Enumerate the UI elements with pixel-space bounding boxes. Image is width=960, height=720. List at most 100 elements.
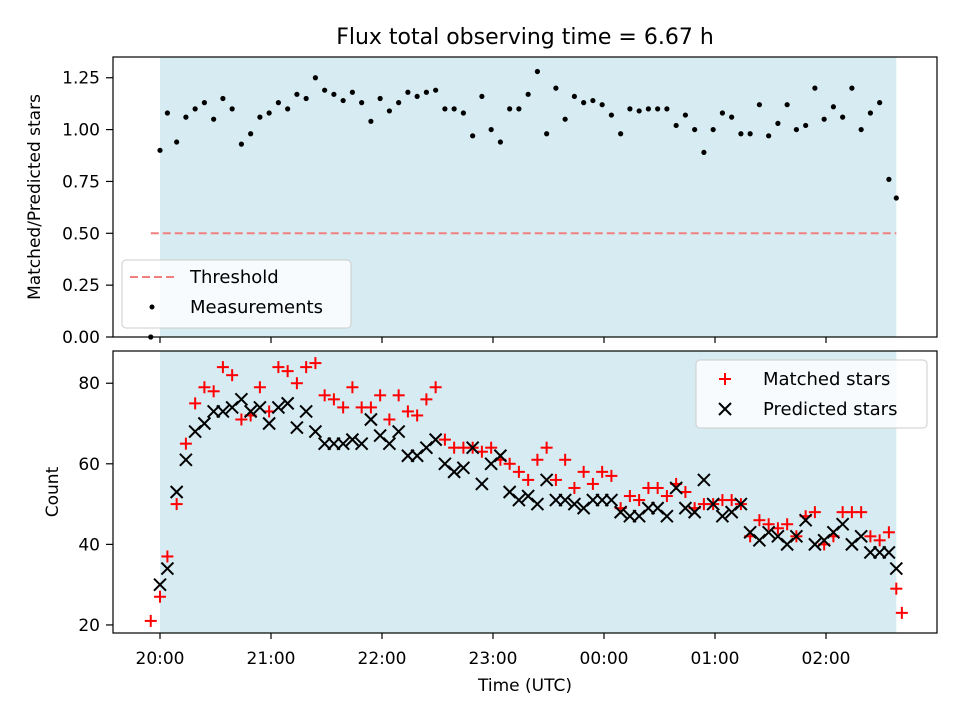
legend-predicted-label: Predicted stars <box>763 399 897 420</box>
measurement-point <box>377 95 383 102</box>
measurement-point <box>608 112 615 118</box>
matched-point <box>411 409 424 422</box>
measurement-point <box>322 87 328 93</box>
measurement-point <box>488 126 494 133</box>
predicted-point <box>447 465 461 479</box>
legend-threshold-label: Threshold <box>189 267 279 288</box>
measurement-point <box>756 102 763 108</box>
measurement-point <box>433 87 439 93</box>
bottom-y-tick-label: 60 <box>78 455 100 475</box>
predicted-point <box>734 497 748 511</box>
measurement-point <box>266 110 272 116</box>
measurement-point <box>571 93 578 100</box>
measurement-point <box>220 95 226 102</box>
x-axis-label: Time (UTC) <box>477 676 572 696</box>
matched-point <box>364 401 377 414</box>
measurement-point <box>340 97 346 104</box>
predicted-point <box>290 420 304 435</box>
predicted-point <box>697 473 711 487</box>
bottom-plot-frame <box>112 350 938 634</box>
matched-point <box>401 405 414 418</box>
x-tick-label: 22:00 <box>358 649 407 669</box>
matched-point <box>198 381 211 394</box>
measurement-point <box>183 114 189 120</box>
x-tick-label: 21:00 <box>247 649 296 669</box>
predicted-point <box>669 481 683 495</box>
matched-point <box>383 413 396 426</box>
matched-point <box>300 361 313 374</box>
measurement-point <box>664 106 670 112</box>
predicted-point <box>428 432 443 447</box>
matched-point <box>568 481 581 494</box>
measurement-point <box>359 100 365 106</box>
matched-point <box>392 389 405 402</box>
matched-point <box>161 550 174 563</box>
predicted-point <box>882 545 896 560</box>
matched-point <box>290 377 303 390</box>
measurement-point <box>673 122 679 129</box>
measurement-point <box>479 93 485 100</box>
measurement-point <box>331 91 337 97</box>
x-tick-label: 23:00 <box>469 649 518 669</box>
measurement-point <box>368 118 374 124</box>
predicted-point <box>854 529 868 544</box>
measurement-point <box>590 97 596 104</box>
bottom-panel: 20 40 60 80 20:00 21:00 22:00 23:00 00:00 01:00 0… <box>43 350 938 696</box>
matched-point <box>549 473 562 486</box>
matched-point <box>216 361 229 374</box>
matched-point <box>586 477 599 490</box>
predicted-point <box>835 517 850 531</box>
matched-point <box>429 381 442 394</box>
predicted-point <box>253 400 267 415</box>
measurement-point <box>793 126 800 133</box>
measurement-point <box>877 100 883 106</box>
measurement-point <box>174 139 180 145</box>
matched-point <box>864 530 877 543</box>
measurement-point <box>386 108 392 114</box>
matched-point <box>318 389 331 402</box>
measurement-point <box>405 89 411 95</box>
predicted-point <box>539 473 554 487</box>
matched-point <box>762 518 775 531</box>
predicted-point <box>336 436 350 451</box>
measurement-point <box>544 131 550 137</box>
matched-point <box>420 393 433 406</box>
predicted-point <box>216 404 230 419</box>
measurement-point <box>470 133 476 139</box>
matched-point <box>522 473 535 486</box>
matched-point <box>781 518 794 531</box>
x-tick-label: 00:00 <box>580 649 629 669</box>
matched-point <box>808 506 821 519</box>
top-plot-frame <box>112 56 938 338</box>
matched-point <box>577 465 590 478</box>
bottom-y-axis-label: Count <box>43 466 63 517</box>
predicted-point <box>604 493 619 507</box>
measurement-point <box>747 131 753 137</box>
top-y-tick-label: 1.25 <box>62 69 100 89</box>
legend-measurements-marker <box>149 304 155 310</box>
measurement-point <box>766 133 772 139</box>
matched-point <box>281 365 294 378</box>
measurement-point <box>534 68 541 75</box>
predicted-point <box>798 513 813 527</box>
measurement-point <box>303 95 309 102</box>
predicted-point <box>715 509 730 523</box>
chart-title: Flux total observing time = 6.67 h <box>336 25 714 50</box>
matched-point <box>531 453 544 466</box>
measurement-point <box>682 112 689 118</box>
measurement-point <box>201 100 207 106</box>
predicted-point <box>262 416 276 431</box>
measurement-point <box>285 106 291 112</box>
measurement-point <box>867 110 874 116</box>
measurement-point <box>840 114 846 120</box>
measurement-point <box>636 108 642 114</box>
top-y-tick-label: 0.25 <box>62 276 100 296</box>
matched-point <box>890 582 903 595</box>
measurement-point <box>349 89 355 95</box>
predicted-point <box>678 501 693 515</box>
measurement-point <box>497 139 503 145</box>
predicted-point <box>789 529 804 544</box>
matched-point <box>753 514 766 527</box>
predicted-point <box>382 436 397 451</box>
